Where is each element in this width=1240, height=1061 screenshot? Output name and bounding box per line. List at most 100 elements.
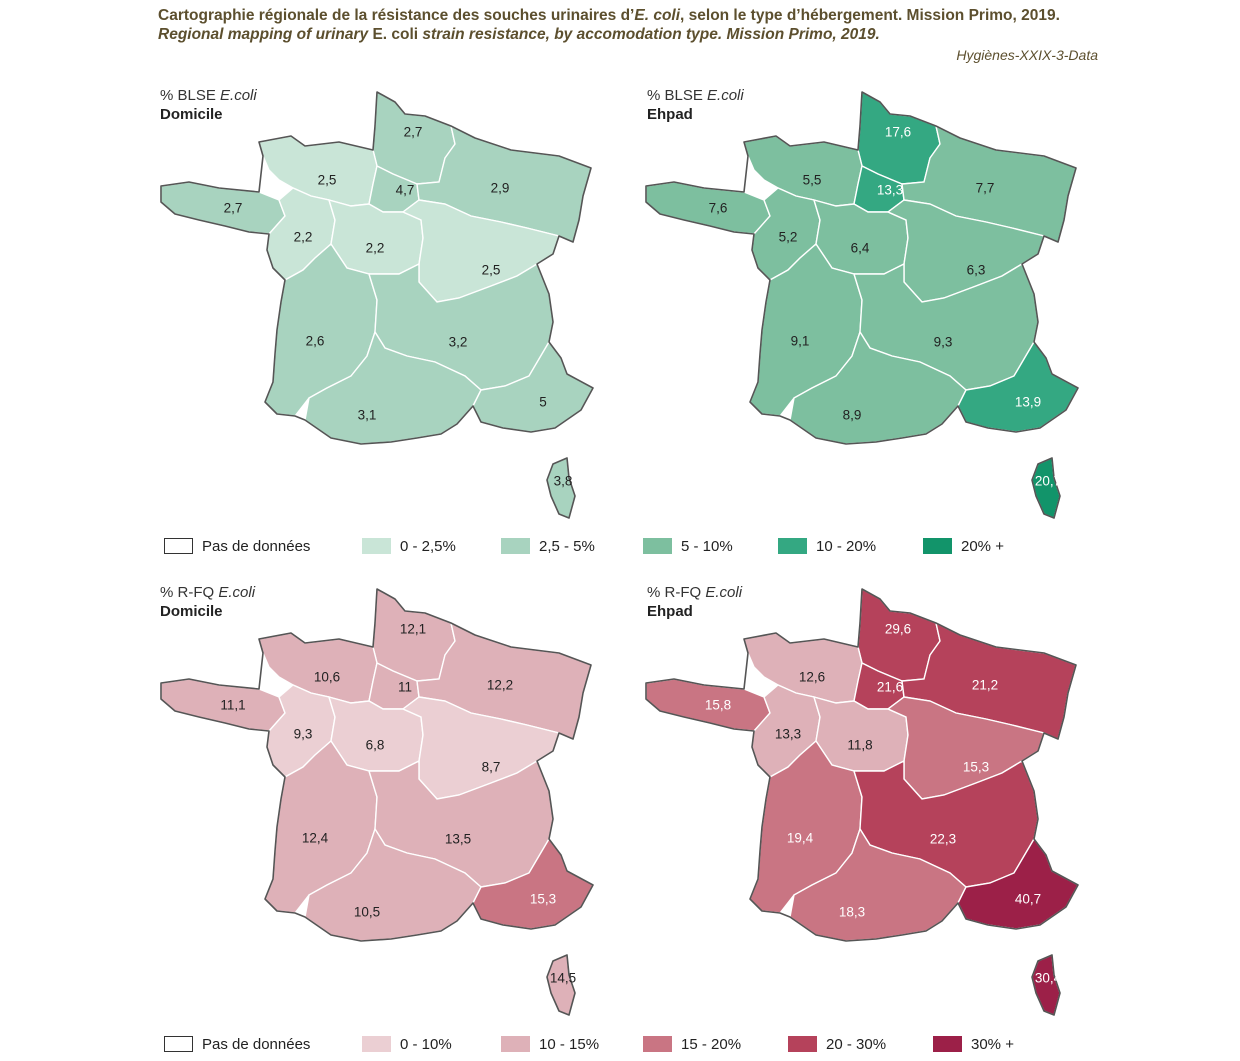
value-label-corse: 14,5 — [550, 971, 576, 986]
island-outline — [1031, 954, 1061, 1016]
legend-item: 0 - 2,5% — [362, 536, 456, 556]
value-label-bretagne: 11,1 — [220, 698, 245, 713]
value-label-ile-de-france: 4,7 — [396, 183, 415, 198]
legend-label: 10 - 15% — [539, 1035, 600, 1053]
title-french: Cartographie régionale de la résistance … — [158, 7, 1060, 24]
value-label-bourgogne-franche-comte: 6,3 — [967, 263, 986, 278]
value-label-grand-est: 12,2 — [487, 678, 513, 693]
source-credit: Hygiènes-XXIX-3-Data — [956, 47, 1098, 63]
value-label-normandie: 5,5 — [803, 173, 822, 188]
value-label-nouvelle-aquitaine: 19,4 — [787, 831, 814, 846]
value-label-pays-de-la-loire: 9,3 — [294, 727, 313, 742]
legend-label: 5 - 10% — [681, 537, 733, 555]
measure-label: % BLSE E.coli — [647, 87, 744, 104]
value-label-centre-val-de-loire: 11,8 — [847, 738, 872, 753]
map-rfq-domicile: 12,1 10,6 11 12,2 11,1 9,3 6,8 8,7 12,4 13,5 10,5 1… — [160, 587, 594, 1016]
map-blse-ehpad: 17,6 5,5 13,3 7,7 7,6 5,2 6,4 6,3 9,1 9,3 8,9 13,9 2… — [645, 90, 1079, 519]
value-label-grand-est: 2,9 — [491, 181, 510, 196]
swatch — [501, 538, 530, 554]
value-label-auvergne-rhone-alpes: 13,5 — [445, 832, 471, 847]
legend-label: 20% + — [961, 537, 1004, 555]
value-label-grand-est: 21,2 — [972, 678, 998, 693]
swatch — [501, 1036, 530, 1052]
value-label-pays-de-la-loire: 13,3 — [775, 727, 801, 742]
setting-label: Ehpad — [647, 603, 693, 620]
value-label-occitanie: 8,9 — [843, 408, 862, 423]
island-outline — [1031, 457, 1061, 519]
value-label-centre-val-de-loire: 6,8 — [366, 738, 385, 753]
swatch — [788, 1036, 817, 1052]
legend-label: 0 - 2,5% — [400, 537, 456, 555]
legend-label: Pas de données — [202, 1035, 311, 1053]
value-label-ile-de-france: 11 — [398, 680, 412, 695]
swatch — [362, 1036, 391, 1052]
legend-label: Pas de données — [202, 537, 311, 555]
country-outline — [160, 588, 594, 942]
swatch-no-data — [164, 1036, 193, 1052]
value-label-provence-alpes-cote-d-azur: 13,9 — [1015, 395, 1041, 410]
map-rfq-ehpad: 29,6 12,6 21,6 21,2 15,8 13,3 11,8 15,3 19,4 22,3… — [645, 587, 1079, 1016]
swatch — [643, 538, 672, 554]
legend-item: 10 - 20% — [778, 536, 876, 556]
value-label-hauts-de-france: 17,6 — [885, 125, 911, 140]
island-outline — [546, 954, 576, 1016]
country-outline — [645, 91, 1079, 445]
figure-header: Cartographie régionale de la résistance … — [158, 6, 1098, 63]
legend-item: 30% + — [933, 1034, 1014, 1054]
value-label-provence-alpes-cote-d-azur: 40,7 — [1015, 892, 1041, 907]
value-label-auvergne-rhone-alpes: 22,3 — [930, 832, 956, 847]
value-label-provence-alpes-cote-d-azur: 5 — [539, 395, 547, 410]
panel-label-rfq-domicile: % R-FQ E.coli Domicile — [160, 583, 255, 621]
setting-label: Domicile — [160, 603, 223, 620]
value-label-pays-de-la-loire: 2,2 — [294, 230, 313, 245]
measure-label: % BLSE E.coli — [160, 87, 257, 104]
legend-item: 15 - 20% — [643, 1034, 741, 1054]
legend-item: 20 - 30% — [788, 1034, 886, 1054]
value-label-normandie: 10,6 — [314, 670, 340, 685]
title-english: Regional mapping of urinary E. coli stra… — [158, 26, 880, 43]
legend-item: 0 - 10% — [362, 1034, 452, 1054]
value-label-bretagne: 2,7 — [224, 201, 243, 216]
legend-item-no-data: Pas de données — [164, 536, 310, 556]
legend-item-no-data: Pas de données — [164, 1034, 310, 1054]
value-label-grand-est: 7,7 — [976, 181, 995, 196]
value-label-normandie: 12,6 — [799, 670, 825, 685]
measure-label: % R-FQ E.coli — [160, 584, 256, 601]
legend-item: 5 - 10% — [643, 536, 733, 556]
value-label-bretagne: 7,6 — [709, 201, 728, 216]
value-label-occitanie: 18,3 — [839, 905, 865, 920]
value-label-centre-val-de-loire: 2,2 — [366, 241, 385, 256]
value-label-hauts-de-france: 29,6 — [885, 622, 911, 637]
panel-label-blse-ehpad: % BLSE E.coli Ehpad — [647, 86, 744, 124]
legend-item: 10 - 15% — [501, 1034, 599, 1054]
value-label-corse: 30,4 — [1035, 971, 1062, 986]
measure-label: % R-FQ E.coli — [647, 584, 743, 601]
value-label-nouvelle-aquitaine: 12,4 — [302, 831, 329, 846]
value-label-centre-val-de-loire: 6,4 — [851, 241, 870, 256]
swatch — [362, 538, 391, 554]
value-label-hauts-de-france: 12,1 — [400, 622, 426, 637]
value-label-corse: 3,8 — [554, 474, 573, 489]
value-label-bourgogne-franche-comte: 2,5 — [482, 263, 501, 278]
value-label-bourgogne-franche-comte: 15,3 — [963, 760, 989, 775]
country-outline — [645, 588, 1079, 942]
value-label-auvergne-rhone-alpes: 3,2 — [449, 335, 468, 350]
value-label-corse: 20,7 — [1035, 474, 1061, 489]
panel-label-blse-domicile: % BLSE E.coli Domicile — [160, 86, 257, 124]
swatch — [933, 1036, 962, 1052]
value-label-occitanie: 3,1 — [358, 408, 377, 423]
value-label-auvergne-rhone-alpes: 9,3 — [934, 335, 953, 350]
value-label-bourgogne-franche-comte: 8,7 — [482, 760, 501, 775]
value-label-ile-de-france: 13,3 — [877, 183, 903, 198]
legend-label: 15 - 20% — [681, 1035, 742, 1053]
value-label-pays-de-la-loire: 5,2 — [779, 230, 798, 245]
country-outline — [160, 91, 594, 445]
value-label-hauts-de-france: 2,7 — [404, 125, 423, 140]
island-outline — [546, 457, 576, 519]
panel-label-rfq-ehpad: % R-FQ E.coli Ehpad — [647, 583, 742, 621]
legend-rfq: Pas de données 0 - 10% 10 - 15% 15 - 20%… — [164, 1034, 1044, 1056]
swatch — [643, 1036, 672, 1052]
value-label-occitanie: 10,5 — [354, 905, 380, 920]
legend-label: 0 - 10% — [400, 1035, 452, 1053]
value-label-ile-de-france: 21,6 — [877, 680, 903, 695]
